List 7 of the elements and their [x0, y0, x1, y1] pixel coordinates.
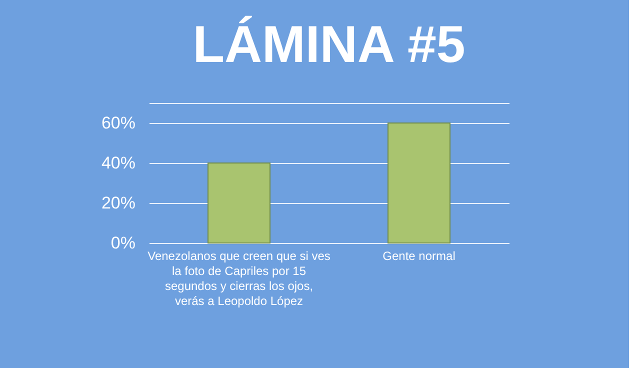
y-tick-label: 60%: [101, 114, 136, 132]
y-tick-label: 40%: [101, 154, 136, 172]
y-tick-label: 0%: [110, 234, 136, 252]
x-tick-label: Venezolanos que creen que si ves la foto de Capriles por 15 segundos y cierras los ojos, verás a Leopoldo López: [148, 249, 330, 308]
chart-title: LÁMINA #5: [192, 15, 466, 74]
y-tick-label: 20%: [101, 194, 136, 212]
x-tick-label: Gente normal: [382, 249, 456, 263]
